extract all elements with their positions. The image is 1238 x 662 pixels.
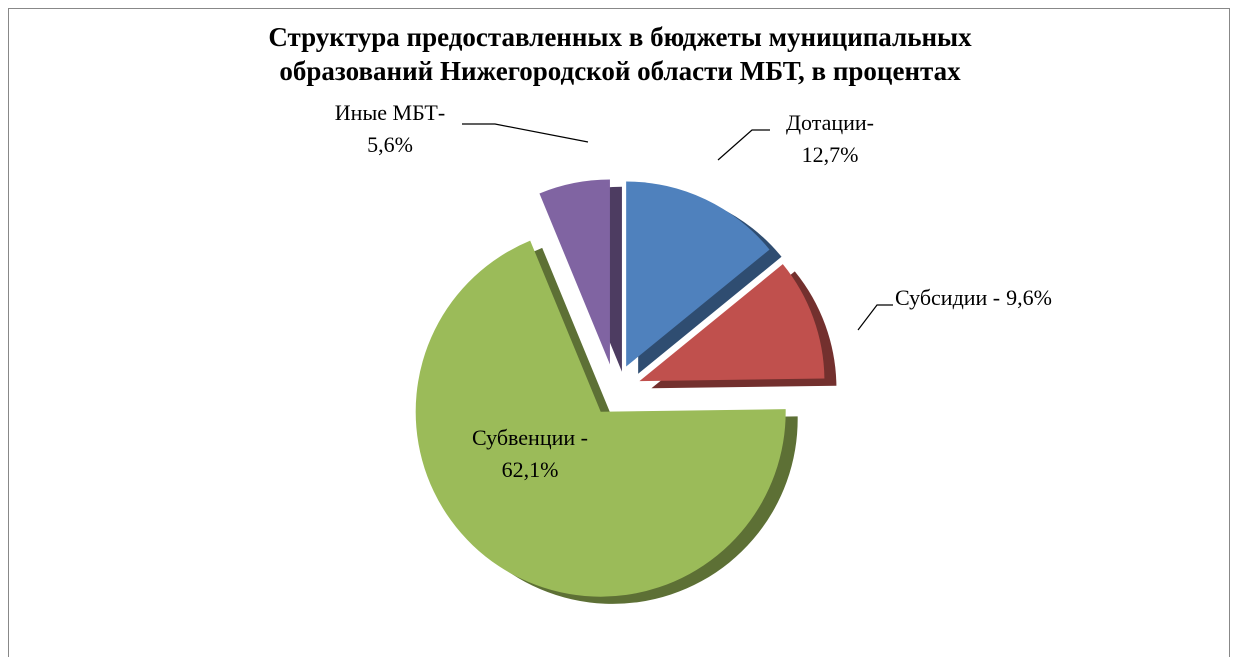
leader-line [717, 129, 770, 161]
label-value: 9,6% [1006, 285, 1052, 310]
label-name: Субсидии - [895, 285, 1000, 310]
data-label: Субвенции - 62,1% [472, 425, 588, 482]
title-line: Структура предоставленных в бюджеты муни… [268, 22, 972, 52]
leader-line [462, 123, 589, 143]
data-label: Дотации- 12,7% [786, 110, 874, 167]
label-value: 62,1% [502, 457, 559, 482]
title-line: образований Нижегородской области МБТ, в… [279, 56, 961, 86]
slice [415, 240, 786, 597]
leader-line [857, 304, 893, 331]
label-value: 5,6% [367, 132, 413, 157]
chart-title: Структура предоставленных в бюджеты муни… [268, 22, 972, 86]
slice [639, 264, 825, 382]
label-name: Иные МБТ- [335, 100, 445, 125]
label-name: Субвенции - [472, 425, 588, 450]
data-label: Субсидии -9,6% [895, 285, 1052, 310]
label-value: 12,7% [802, 142, 859, 167]
label-name: Дотации- [786, 110, 874, 135]
slice [539, 179, 610, 365]
slice [626, 181, 770, 367]
data-label: Иные МБТ- 5,6% [335, 100, 445, 157]
